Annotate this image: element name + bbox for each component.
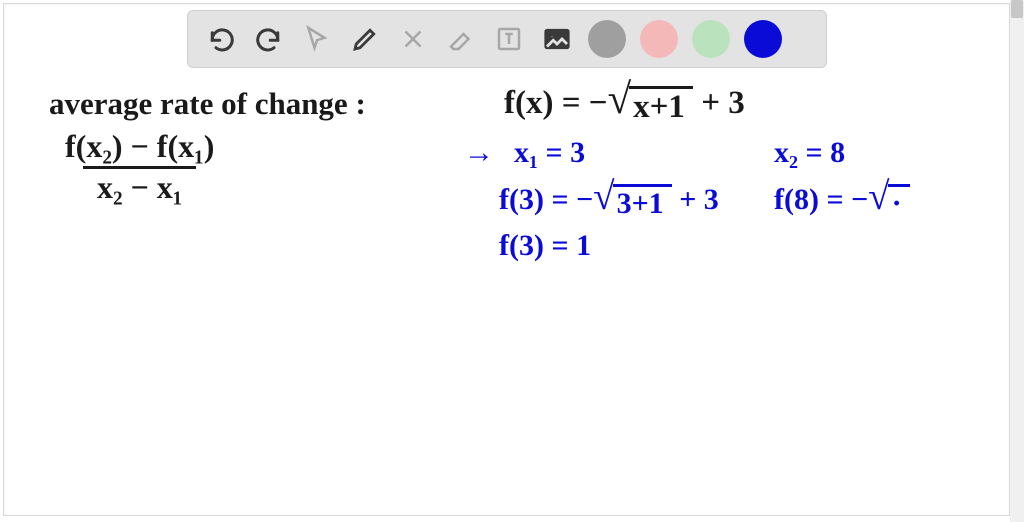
color-swatch-blue[interactable] [744,20,782,58]
vertical-scrollbar[interactable] [1010,0,1024,522]
title-text: average rate of change : [49,86,366,122]
eraser-icon[interactable] [444,22,478,56]
color-swatch-gray[interactable] [588,20,626,58]
scrollbar-thumb[interactable] [1011,0,1023,18]
drawing-toolbar [187,10,827,68]
f3-line1: f(3) = −√3+1 + 3 [499,182,719,221]
fn-def-prefix: f(x) = − [504,85,608,121]
fn-def-suffix: + 3 [693,85,745,121]
undo-icon[interactable] [204,22,238,56]
formula-denominator: x₂ − x₁ [83,166,196,205]
redo-icon[interactable] [252,22,286,56]
f8-prefix: f(8) = − [774,183,868,216]
f3-prefix: f(3) = − [499,183,593,216]
f3-suffix: + 3 [672,183,719,216]
pencil-icon[interactable] [348,22,382,56]
f3-line2: f(3) = 1 [499,229,591,263]
text-icon[interactable] [492,22,526,56]
x1-value: x₁ = 3 [514,136,585,170]
f8-line: f(8) = −√ · [774,182,910,221]
whiteboard-canvas[interactable]: average rate of change : f(x₂) − f(x₁) x… [3,3,1010,516]
image-icon[interactable] [540,22,574,56]
tools-icon[interactable] [396,22,430,56]
color-swatch-green[interactable] [692,20,730,58]
fn-def-radicand: x+1 [629,86,693,126]
x2-value: x₂ = 8 [774,136,845,170]
f3-radicand: 3+1 [613,184,672,221]
pointer-icon[interactable] [300,22,334,56]
arrow-text: → [464,136,494,170]
color-swatch-pink[interactable] [640,20,678,58]
formula-fraction: f(x₂) − f(x₁) x₂ − x₁ [59,128,220,204]
function-definition: f(x) = −√x+1 + 3 [504,84,745,126]
f8-radicand: · [888,184,910,221]
formula-numerator: f(x₂) − f(x₁) [59,130,220,166]
